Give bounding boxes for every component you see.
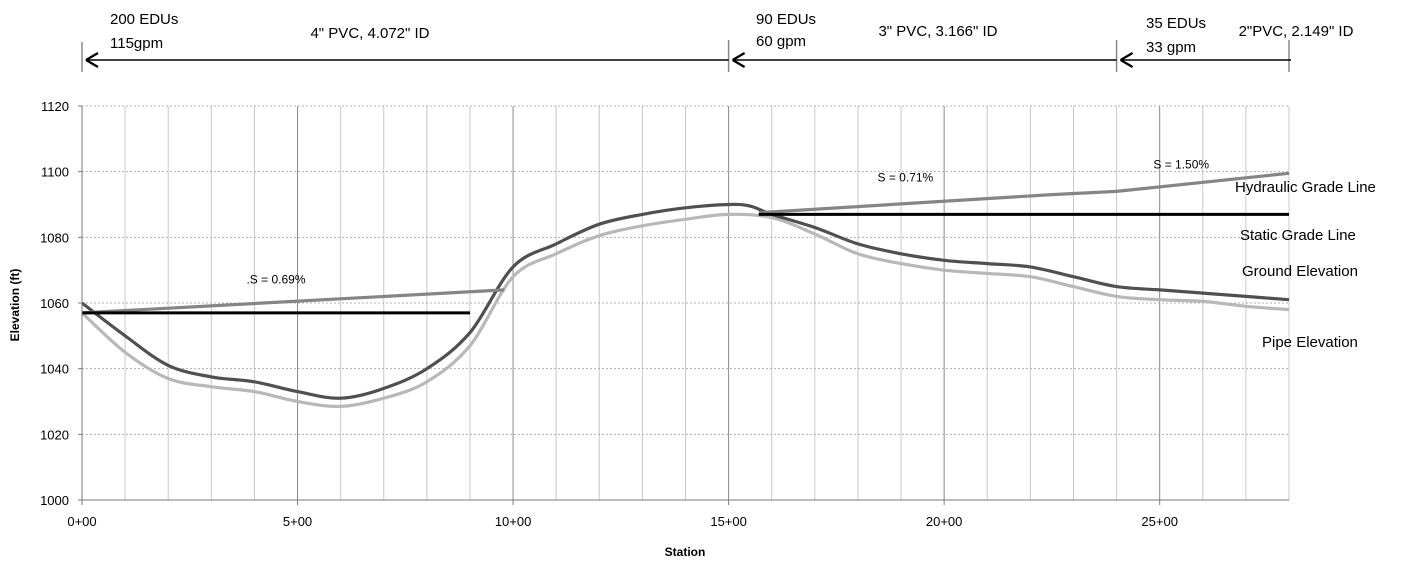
plot-grid [82, 105, 1290, 500]
hydraulic-grade-line-line [81, 288, 505, 315]
plot-series [80, 171, 1290, 409]
x-axis-title: Station [665, 545, 706, 559]
y-tick-label: 1020 [40, 427, 69, 442]
segment-pipe: 4" PVC, 4.072" ID [310, 25, 429, 42]
plot-axes: 1000 1020 1040 1060 1080 1100 1120 0+00 5+00 10+0… [40, 99, 1289, 529]
slope-annotation: S = 0.71% [877, 171, 933, 185]
pipe-segment-header: 200 EDUs 115gpm 4" PVC, 4.072" ID 90 EDUs 60… [81, 11, 1354, 72]
segment-pipe: 2"PVC, 2.149" ID [1239, 23, 1354, 40]
series-label-hydraulic-grade-line: Hydraulic Grade Line [1235, 179, 1376, 196]
ground-elevation-line [81, 202, 1290, 400]
slope-annotation: .S = 0.69% [246, 272, 305, 286]
y-tick-label: 1100 [41, 165, 69, 180]
hydraulic-grade-line-line [758, 171, 1290, 215]
x-tick-label: 10+00 [495, 514, 532, 529]
segment-flow: 33 gpm [1146, 39, 1196, 56]
series-labels: Hydraulic Grade Line Static Grade Line Gro… [1235, 179, 1376, 351]
y-tick-label: 1060 [40, 296, 69, 311]
pipe-elevation-line [80, 212, 1290, 409]
segment-edus: 200 EDUs [110, 11, 178, 28]
flow-arrow-head [732, 52, 746, 68]
flow-arrow-head [85, 52, 99, 68]
x-tick-label: 25+00 [1141, 514, 1178, 529]
plot-annotations: .S = 0.69% S = 0.71% S = 1.50% [246, 157, 1209, 286]
y-tick-label: 1000 [40, 493, 69, 508]
x-tick-label: 5+00 [283, 514, 312, 529]
series-label-static-grade-line: Static Grade Line [1240, 227, 1356, 244]
y-axis-title: Elevation (ft) [8, 269, 22, 342]
segment-pipe: 3" PVC, 3.166" ID [878, 23, 997, 40]
x-tick-label: 15+00 [710, 514, 747, 529]
y-tick-label: 1080 [40, 230, 69, 245]
series-label-ground-elevation: Ground Elevation [1242, 263, 1358, 280]
segment-edus: 90 EDUs [756, 11, 816, 28]
x-tick-label: 20+00 [926, 514, 963, 529]
series-label-pipe-elevation: Pipe Elevation [1262, 334, 1358, 351]
x-tick-label: 0+00 [67, 514, 96, 529]
y-tick-label: 1040 [40, 362, 69, 377]
flow-arrow-head [1120, 52, 1134, 68]
segment-edus: 35 EDUs [1146, 15, 1206, 32]
segment-flow: 60 gpm [756, 33, 806, 50]
y-tick-label: 1120 [41, 99, 69, 114]
segment-flow: 115gpm [110, 35, 163, 52]
slope-annotation: S = 1.50% [1153, 157, 1209, 171]
